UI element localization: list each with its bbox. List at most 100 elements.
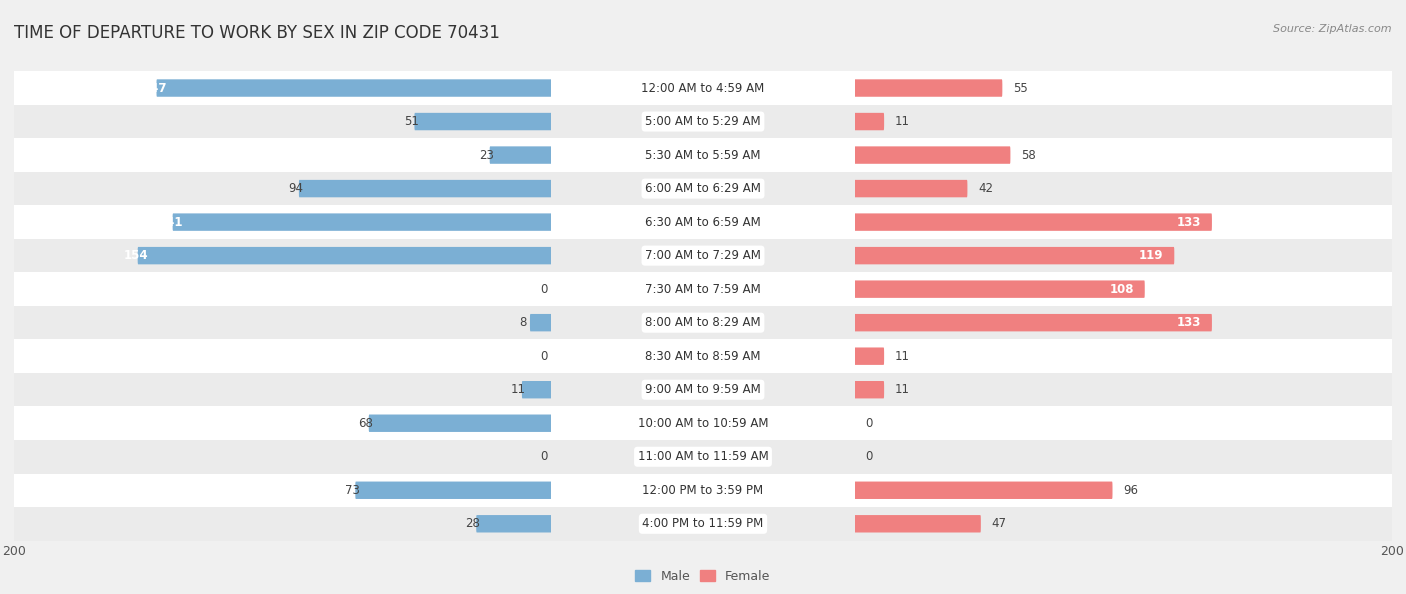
Text: 6:00 AM to 6:29 AM: 6:00 AM to 6:29 AM bbox=[645, 182, 761, 195]
Bar bbox=[14, 473, 551, 507]
Bar bbox=[489, 146, 551, 164]
Text: 141: 141 bbox=[159, 216, 183, 229]
Bar bbox=[855, 105, 1392, 138]
FancyBboxPatch shape bbox=[138, 247, 551, 264]
Bar bbox=[855, 239, 1392, 273]
FancyBboxPatch shape bbox=[522, 381, 551, 399]
FancyBboxPatch shape bbox=[855, 314, 1212, 331]
FancyBboxPatch shape bbox=[530, 314, 551, 331]
Text: 55: 55 bbox=[1014, 81, 1028, 94]
Text: 12:00 PM to 3:59 PM: 12:00 PM to 3:59 PM bbox=[643, 484, 763, 497]
Text: 11:00 AM to 11:59 AM: 11:00 AM to 11:59 AM bbox=[638, 450, 768, 463]
Text: 47: 47 bbox=[991, 517, 1007, 530]
Bar bbox=[855, 381, 884, 399]
Text: 108: 108 bbox=[1109, 283, 1135, 296]
FancyBboxPatch shape bbox=[477, 515, 551, 532]
Bar bbox=[855, 347, 884, 365]
Bar bbox=[855, 80, 1002, 97]
FancyBboxPatch shape bbox=[173, 213, 551, 231]
Bar bbox=[855, 373, 1392, 406]
Text: Source: ZipAtlas.com: Source: ZipAtlas.com bbox=[1274, 24, 1392, 34]
Bar bbox=[551, 239, 855, 273]
Bar bbox=[522, 381, 551, 399]
Text: 12:00 AM to 4:59 AM: 12:00 AM to 4:59 AM bbox=[641, 81, 765, 94]
Bar bbox=[530, 314, 551, 331]
FancyBboxPatch shape bbox=[368, 415, 551, 432]
Bar bbox=[477, 515, 551, 532]
Bar bbox=[551, 473, 855, 507]
Text: 5:30 AM to 5:59 AM: 5:30 AM to 5:59 AM bbox=[645, 148, 761, 162]
Bar bbox=[551, 206, 855, 239]
FancyBboxPatch shape bbox=[415, 113, 551, 130]
Bar bbox=[855, 71, 1392, 105]
Bar bbox=[14, 306, 551, 339]
Bar bbox=[356, 482, 551, 499]
Bar bbox=[551, 440, 855, 473]
Text: 6:30 AM to 6:59 AM: 6:30 AM to 6:59 AM bbox=[645, 216, 761, 229]
Bar bbox=[14, 172, 551, 206]
Text: 11: 11 bbox=[512, 383, 526, 396]
Bar bbox=[551, 406, 855, 440]
Bar bbox=[551, 273, 855, 306]
Text: 8:30 AM to 8:59 AM: 8:30 AM to 8:59 AM bbox=[645, 350, 761, 363]
Text: 0: 0 bbox=[865, 417, 873, 429]
Bar bbox=[14, 138, 551, 172]
Text: 42: 42 bbox=[979, 182, 993, 195]
Bar bbox=[855, 138, 1392, 172]
FancyBboxPatch shape bbox=[855, 146, 1011, 164]
Bar bbox=[551, 306, 855, 339]
Bar bbox=[156, 80, 551, 97]
Bar bbox=[855, 206, 1392, 239]
Text: 73: 73 bbox=[344, 484, 360, 497]
Text: 133: 133 bbox=[1177, 216, 1201, 229]
Bar bbox=[551, 172, 855, 206]
FancyBboxPatch shape bbox=[855, 515, 981, 532]
Text: 133: 133 bbox=[1177, 316, 1201, 329]
Bar bbox=[551, 339, 855, 373]
FancyBboxPatch shape bbox=[855, 381, 884, 399]
Bar bbox=[855, 507, 1392, 541]
Bar bbox=[138, 247, 551, 264]
FancyBboxPatch shape bbox=[855, 213, 1212, 231]
Text: 11: 11 bbox=[894, 383, 910, 396]
Text: 11: 11 bbox=[894, 350, 910, 363]
FancyBboxPatch shape bbox=[489, 146, 551, 164]
FancyBboxPatch shape bbox=[855, 280, 1144, 298]
Bar bbox=[855, 213, 1212, 231]
Bar bbox=[14, 507, 551, 541]
FancyBboxPatch shape bbox=[855, 482, 1112, 499]
Bar bbox=[14, 71, 551, 105]
Bar bbox=[551, 373, 855, 406]
Text: TIME OF DEPARTURE TO WORK BY SEX IN ZIP CODE 70431: TIME OF DEPARTURE TO WORK BY SEX IN ZIP … bbox=[14, 24, 501, 42]
Bar bbox=[14, 273, 551, 306]
Bar bbox=[14, 239, 551, 273]
Text: 4:00 PM to 11:59 PM: 4:00 PM to 11:59 PM bbox=[643, 517, 763, 530]
Bar bbox=[855, 172, 1392, 206]
Bar bbox=[551, 507, 855, 541]
Text: 9:00 AM to 9:59 AM: 9:00 AM to 9:59 AM bbox=[645, 383, 761, 396]
Bar bbox=[855, 339, 1392, 373]
Text: 96: 96 bbox=[1123, 484, 1139, 497]
Bar bbox=[299, 180, 551, 197]
Text: 58: 58 bbox=[1021, 148, 1036, 162]
Bar bbox=[368, 415, 551, 432]
Text: 7:30 AM to 7:59 AM: 7:30 AM to 7:59 AM bbox=[645, 283, 761, 296]
FancyBboxPatch shape bbox=[855, 80, 1002, 97]
Text: 147: 147 bbox=[143, 81, 167, 94]
Text: 11: 11 bbox=[894, 115, 910, 128]
Bar bbox=[855, 280, 1144, 298]
Bar bbox=[855, 515, 981, 532]
Bar bbox=[551, 105, 855, 138]
Text: 10:00 AM to 10:59 AM: 10:00 AM to 10:59 AM bbox=[638, 417, 768, 429]
FancyBboxPatch shape bbox=[299, 180, 551, 197]
FancyBboxPatch shape bbox=[855, 113, 884, 130]
Text: 8:00 AM to 8:29 AM: 8:00 AM to 8:29 AM bbox=[645, 316, 761, 329]
Text: 23: 23 bbox=[479, 148, 494, 162]
Bar bbox=[173, 213, 551, 231]
Bar bbox=[14, 373, 551, 406]
Bar bbox=[855, 482, 1112, 499]
Bar bbox=[14, 440, 551, 473]
FancyBboxPatch shape bbox=[855, 347, 884, 365]
Legend: Male, Female: Male, Female bbox=[630, 565, 776, 587]
Bar bbox=[14, 406, 551, 440]
